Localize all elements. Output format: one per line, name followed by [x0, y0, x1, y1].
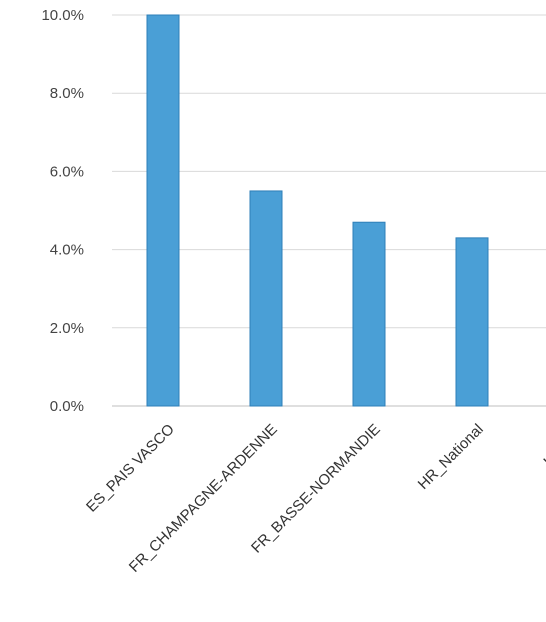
x-category-label: UK_WA — [540, 421, 546, 470]
y-tick-label: 0.0% — [50, 398, 84, 415]
y-tick-label: 2.0% — [50, 320, 84, 337]
x-category-label: HR_National — [415, 421, 487, 493]
bar — [352, 221, 386, 407]
bar — [455, 237, 489, 407]
y-axis-tick-labels: 0.0% 2.0% 4.0% 6.0% 8.0% 10.0% — [41, 7, 84, 415]
bar — [249, 190, 283, 407]
bars — [146, 14, 489, 407]
y-tick-label: 6.0% — [50, 163, 84, 180]
y-tick-label: 10.0% — [41, 7, 84, 24]
x-category-label: ES_PAIS VASCO — [83, 421, 178, 516]
x-axis-category-labels: ES_PAIS VASCOFR_CHAMPAGNE-ARDENNEFR_BASS… — [83, 421, 546, 576]
y-tick-label: 8.0% — [50, 85, 84, 102]
y-tick-label: 4.0% — [50, 242, 84, 259]
bar — [146, 14, 180, 407]
